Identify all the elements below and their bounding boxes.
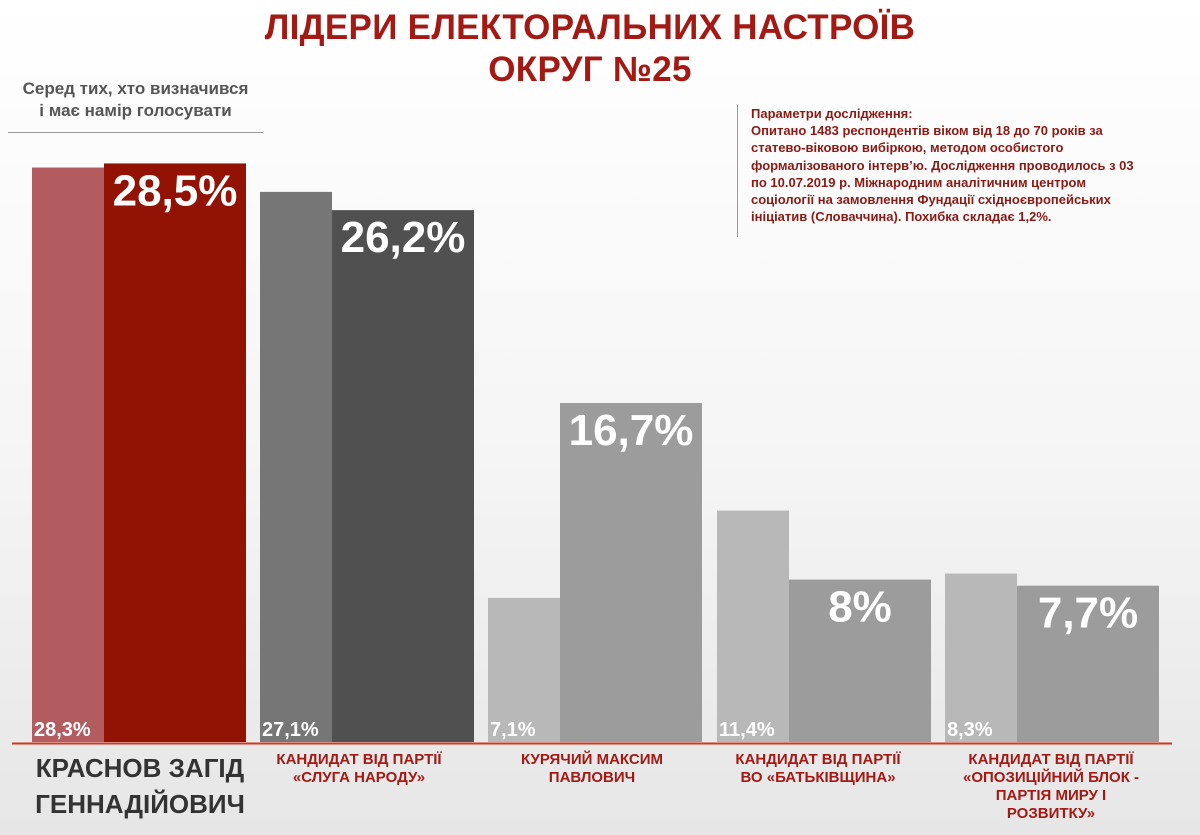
subtitle-divider xyxy=(8,132,263,133)
bar-series2-1 xyxy=(104,163,246,742)
data-label-series2-2: 26,2% xyxy=(341,213,466,262)
data-label-series2-1: 28,5% xyxy=(113,166,238,215)
params-line: Опитано 1483 респондентів віком від 18 д… xyxy=(751,123,1103,139)
category-label-line: «ОПОЗИЦІЙНИЙ БЛОК - xyxy=(962,769,1140,786)
subtitle: Серед тих, хто визначився і має намір го… xyxy=(8,78,263,122)
data-label-series2-4: 8% xyxy=(828,583,892,632)
subtitle-line1: Серед тих, хто визначився xyxy=(22,79,249,98)
bar-series1-5 xyxy=(945,573,1017,742)
category-label-3: КУРЯЧИЙ МАКСИМ ПАВЛОВИЧ xyxy=(477,751,707,787)
chart-title-line1: ЛІДЕРИ ЕЛЕКТОРАЛЬНИХ НАСТРОЇВ xyxy=(264,8,916,47)
bar-series1-4 xyxy=(717,510,789,742)
data-label-series2-5: 7,7% xyxy=(1038,589,1138,638)
category-label-4: КАНДИДАТ ВІД ПАРТІЇ ВО «БАТЬКІВЩИНА» xyxy=(703,751,933,787)
category-label-line: РОЗВИТКУ» xyxy=(1006,805,1096,822)
category-label-line: КАНДИДАТ ВІД ПАРТІЇ xyxy=(276,751,442,768)
subtitle-line2: і має намір голосувати xyxy=(39,101,232,120)
bar-series2-3 xyxy=(560,402,702,742)
params-line: Параметри дослідження: xyxy=(751,106,913,121)
bar-series2-5 xyxy=(1017,585,1159,742)
data-label-series1-4: 11,4% xyxy=(719,719,775,741)
chart-title-line2: ОКРУГ №25 xyxy=(488,50,692,89)
params-line: ініціатив (Словаччина). Похибка складає … xyxy=(751,209,1052,225)
params-line: формалізованого інтерв’ю. Дослідження пр… xyxy=(751,157,1134,173)
bar-series1-3 xyxy=(488,597,560,742)
data-label-series2-3: 16,7% xyxy=(569,406,694,455)
category-label-line: ВО «БАТЬКІВЩИНА» xyxy=(740,769,896,786)
category-label-1: КРАСНОВ ЗАГІД ГЕННАДІЙОВИЧ xyxy=(5,750,275,822)
category-label-line: КАНДИДАТ ВІД ПАРТІЇ xyxy=(968,751,1134,768)
params-line: соціології на замовлення Фундації східно… xyxy=(751,192,1111,208)
category-label-line: «СЛУГА НАРОДУ» xyxy=(292,769,426,786)
data-label-series1-2: 27,1% xyxy=(262,719,319,741)
bar-series1-1 xyxy=(32,167,104,742)
research-parameters: Параметри дослідження: Опитано 1483 респ… xyxy=(737,105,1181,237)
category-label-line: ПАРТІЯ МИРУ І xyxy=(995,787,1107,804)
bar-series2-2 xyxy=(332,210,474,742)
params-line: по 10.07.2019 р. Міжнародним аналітичним… xyxy=(751,174,1086,190)
data-label-series1-1: 28,3% xyxy=(34,719,91,741)
data-label-series1-3: 7,1% xyxy=(490,719,536,741)
params-line: статево-віковою вибіркою, методом особис… xyxy=(751,140,1064,156)
category-label-line: ГЕННАДІЙОВИЧ xyxy=(35,789,245,819)
category-label-line: ПАВЛОВИЧ xyxy=(548,769,636,786)
category-label-line: КРАСНОВ ЗАГІД xyxy=(35,753,245,783)
category-label-2: КАНДИДАТ ВІД ПАРТІЇ «СЛУГА НАРОДУ» xyxy=(244,751,474,787)
data-label-series1-5: 8,3% xyxy=(947,719,993,741)
category-label-5: КАНДИДАТ ВІД ПАРТІЇ «ОПОЗИЦІЙНИЙ БЛОК - ПА… xyxy=(931,751,1171,823)
bar-series2-4 xyxy=(789,579,931,742)
category-label-line: КУРЯЧИЙ МАКСИМ xyxy=(521,751,663,768)
bar-series1-2 xyxy=(260,191,332,742)
category-label-line: КАНДИДАТ ВІД ПАРТІЇ xyxy=(735,751,901,768)
